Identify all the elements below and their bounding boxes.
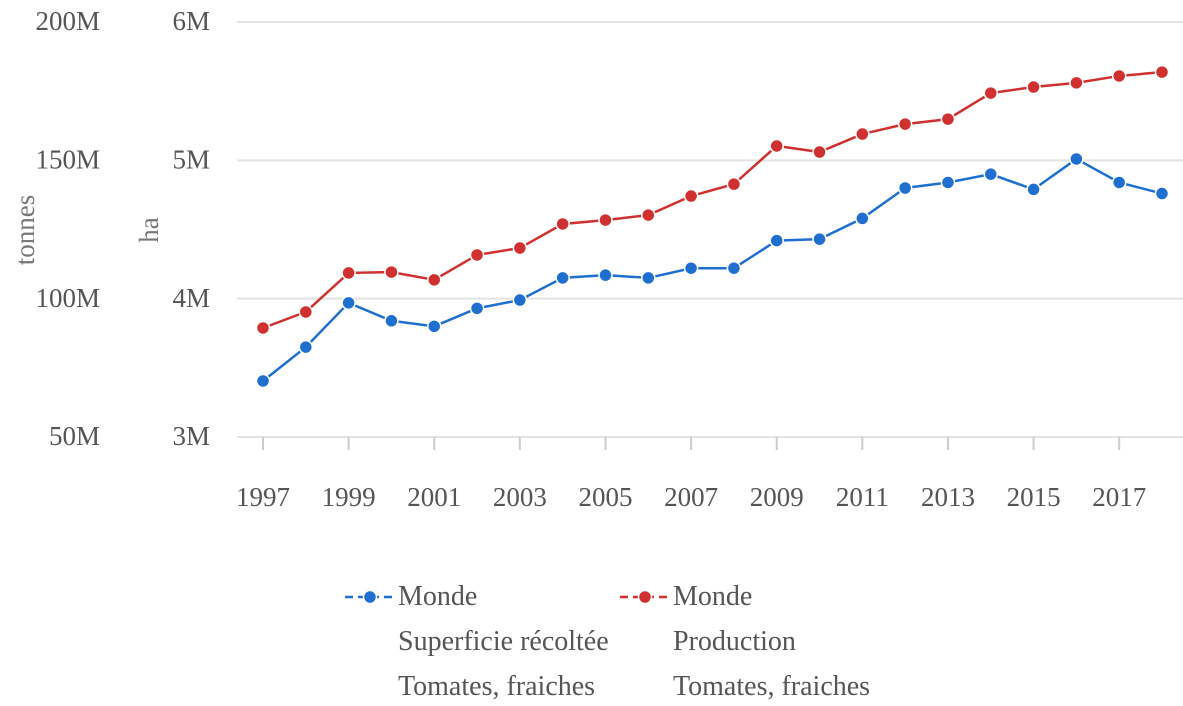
data-point xyxy=(726,176,742,192)
data-point xyxy=(298,304,314,320)
y-tick-label: 150M xyxy=(35,145,100,175)
data-point xyxy=(683,260,699,276)
data-point xyxy=(512,240,528,256)
data-point xyxy=(598,212,613,228)
data-point xyxy=(469,247,485,263)
data-point xyxy=(384,264,399,280)
data-point xyxy=(341,265,356,281)
data-point xyxy=(641,270,656,286)
data-point xyxy=(855,126,870,142)
data-point xyxy=(555,216,570,232)
legend-marker xyxy=(637,589,653,605)
data-point xyxy=(555,270,570,286)
series-line xyxy=(262,70,1163,330)
data-point xyxy=(469,301,485,316)
x-tick-label: 1997 xyxy=(236,482,290,512)
data-point xyxy=(255,373,271,389)
data-point xyxy=(1069,151,1084,167)
legend-marker xyxy=(362,589,378,605)
data-point xyxy=(983,85,999,101)
data-point xyxy=(1026,79,1041,95)
data-point xyxy=(641,207,656,223)
data-point xyxy=(1069,75,1084,91)
data-point xyxy=(298,339,314,355)
x-tick-label: 1999 xyxy=(322,482,376,512)
data-point xyxy=(769,138,784,154)
data-point xyxy=(897,180,913,196)
y2-tick-label: 3M xyxy=(172,421,210,451)
y2-axis-label: ha xyxy=(134,217,164,243)
data-point xyxy=(384,313,399,329)
y2-tick-label: 5M xyxy=(172,145,210,175)
x-tick-label: 2003 xyxy=(493,482,547,512)
legend-label: Monde Superficie récoltée Tomates, fraic… xyxy=(398,581,609,702)
data-point xyxy=(726,260,742,276)
data-point xyxy=(683,188,699,204)
data-point xyxy=(855,211,870,226)
x-tick-label: 2017 xyxy=(1092,482,1146,512)
x-tick-label: 2011 xyxy=(836,482,889,512)
data-point xyxy=(1154,64,1170,80)
series-line xyxy=(262,157,1163,382)
data-point xyxy=(1026,182,1041,197)
x-tick-label: 2005 xyxy=(578,482,632,512)
data-point xyxy=(1111,68,1127,84)
y-tick-label: 200M xyxy=(35,6,100,36)
x-tick-label: 2007 xyxy=(664,482,718,512)
data-point xyxy=(598,267,613,283)
data-point xyxy=(812,231,827,247)
x-tick-label: 2015 xyxy=(1007,482,1061,512)
data-point xyxy=(940,175,956,190)
data-point xyxy=(1154,186,1170,201)
data-point xyxy=(940,111,956,127)
x-tick-label: 2009 xyxy=(750,482,804,512)
data-point xyxy=(426,319,442,334)
x-tick-label: 2001 xyxy=(407,482,461,512)
data-point xyxy=(341,295,356,311)
y-tick-label: 100M xyxy=(35,283,100,313)
x-tick-label: 2013 xyxy=(921,482,975,512)
data-point xyxy=(812,144,827,160)
y-axis-label: tonnes xyxy=(10,195,40,266)
data-point xyxy=(255,320,271,336)
data-point xyxy=(983,166,999,182)
y-tick-label: 50M xyxy=(49,421,100,451)
data-point xyxy=(426,272,442,288)
y2-tick-label: 6M xyxy=(172,6,210,36)
y2-tick-label: 4M xyxy=(172,283,210,313)
data-point xyxy=(1111,175,1127,190)
data-point xyxy=(512,292,528,308)
data-point xyxy=(769,233,784,248)
legend-label: Monde Production Tomates, fraiches xyxy=(673,581,871,702)
data-point xyxy=(897,116,913,132)
